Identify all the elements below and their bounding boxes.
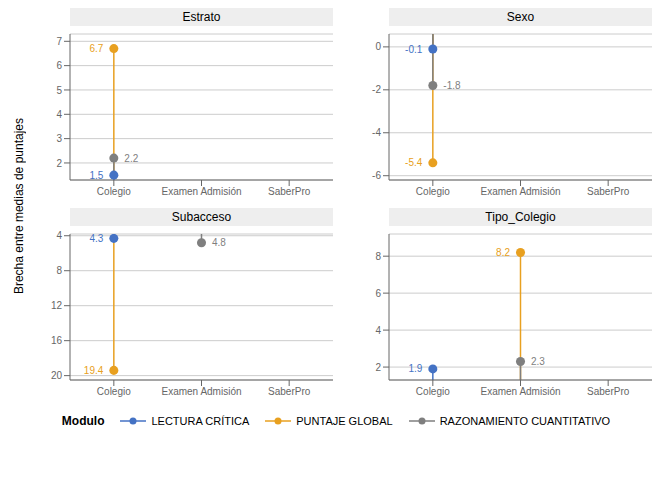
svg-text:4: 4 [375, 325, 381, 336]
svg-text:3: 3 [56, 133, 62, 144]
svg-text:Colegio: Colegio [416, 186, 450, 197]
html-text:Modulo: Modulo [61, 414, 105, 428]
svg-text:19.4: 19.4 [84, 365, 104, 376]
html-text:LECTURA CRÍTICA: LECTURA CRÍTICA [151, 415, 250, 427]
svg-text:Examen Admisión: Examen Admisión [161, 186, 241, 197]
svg-text:1.5: 1.5 [89, 170, 103, 181]
svg-text:4.8: 4.8 [212, 237, 226, 248]
html-text:Subacceso: Subacceso [171, 210, 232, 224]
svg-text:SaberPro: SaberPro [587, 386, 630, 397]
svg-text:-2: -2 [372, 84, 381, 95]
svg-text:SaberPro: SaberPro [587, 186, 630, 197]
svg-text:4: 4 [56, 230, 62, 241]
svg-text:-0.1: -0.1 [405, 44, 423, 55]
svg-text:-1.8: -1.8 [443, 80, 461, 91]
svg-text:-6: -6 [372, 170, 381, 181]
svg-text:6: 6 [56, 60, 62, 71]
svg-text:2: 2 [56, 158, 62, 169]
svg-text:Examen Admisión: Examen Admisión [480, 186, 560, 197]
html-text:Brecha entre medias de puntaje: Brecha entre medias de puntajes [12, 117, 26, 294]
svg-text:6.7: 6.7 [89, 43, 103, 54]
svg-text:20: 20 [51, 370, 63, 381]
svg-text:2: 2 [375, 362, 381, 373]
svg-text:7: 7 [56, 36, 62, 47]
svg-text:2.2: 2.2 [124, 153, 138, 164]
svg-text:8.2: 8.2 [496, 247, 510, 258]
svg-text:Colegio: Colegio [416, 386, 450, 397]
svg-text:4: 4 [56, 109, 62, 120]
svg-text:4.3: 4.3 [89, 233, 103, 244]
svg-text:8: 8 [375, 251, 381, 262]
svg-text:6: 6 [375, 288, 381, 299]
svg-text:16: 16 [51, 335, 63, 346]
svg-text:12: 12 [51, 300, 63, 311]
svg-text:-4: -4 [372, 127, 381, 138]
html-text:PUNTAJE GLOBAL: PUNTAJE GLOBAL [296, 415, 393, 427]
svg-text:0: 0 [375, 41, 381, 52]
svg-text:5: 5 [56, 85, 62, 96]
svg-text:Colegio: Colegio [97, 386, 131, 397]
svg-text:1.9: 1.9 [408, 363, 422, 374]
svg-text:8: 8 [56, 265, 62, 276]
svg-text:2.3: 2.3 [531, 356, 545, 367]
html-text:Estrato: Estrato [182, 10, 221, 24]
svg-text:Colegio: Colegio [97, 186, 131, 197]
svg-text:Examen Admisión: Examen Admisión [161, 386, 241, 397]
svg-text:SaberPro: SaberPro [268, 186, 311, 197]
html-text:Sexo: Sexo [506, 10, 535, 24]
html-text:Tipo_Colegio: Tipo_Colegio [485, 210, 556, 224]
svg-text:-5.4: -5.4 [405, 157, 423, 168]
html-text:RAZONAMIENTO CUANTITATIVO: RAZONAMIENTO CUANTITATIVO [439, 415, 611, 427]
svg-text:SaberPro: SaberPro [268, 386, 311, 397]
svg-text:Examen Admisión: Examen Admisión [480, 386, 560, 397]
